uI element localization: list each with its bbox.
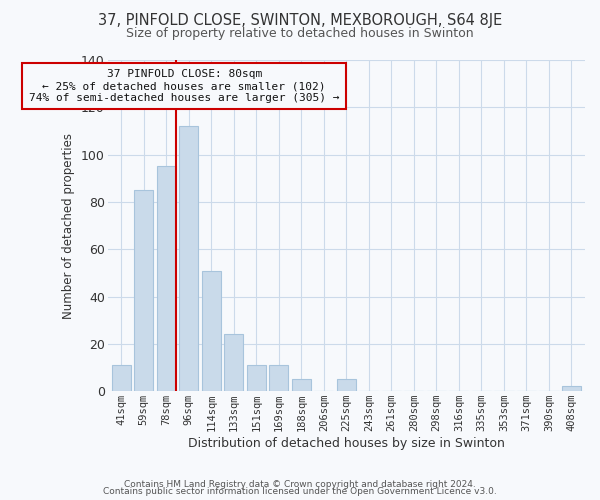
Y-axis label: Number of detached properties: Number of detached properties: [62, 132, 76, 318]
Bar: [157, 166, 176, 391]
Bar: [562, 386, 581, 391]
Bar: [269, 365, 289, 391]
Bar: [292, 380, 311, 391]
Bar: [112, 365, 131, 391]
Text: Size of property relative to detached houses in Swinton: Size of property relative to detached ho…: [126, 28, 474, 40]
Text: 37, PINFOLD CLOSE, SWINTON, MEXBOROUGH, S64 8JE: 37, PINFOLD CLOSE, SWINTON, MEXBOROUGH, …: [98, 12, 502, 28]
Text: Contains HM Land Registry data © Crown copyright and database right 2024.: Contains HM Land Registry data © Crown c…: [124, 480, 476, 489]
Bar: [337, 380, 356, 391]
Text: 37 PINFOLD CLOSE: 80sqm
← 25% of detached houses are smaller (102)
74% of semi-d: 37 PINFOLD CLOSE: 80sqm ← 25% of detache…: [29, 70, 340, 102]
Bar: [179, 126, 198, 391]
Bar: [224, 334, 244, 391]
Text: Contains public sector information licensed under the Open Government Licence v3: Contains public sector information licen…: [103, 487, 497, 496]
Bar: [134, 190, 153, 391]
X-axis label: Distribution of detached houses by size in Swinton: Distribution of detached houses by size …: [188, 437, 505, 450]
Bar: [247, 365, 266, 391]
Bar: [202, 270, 221, 391]
